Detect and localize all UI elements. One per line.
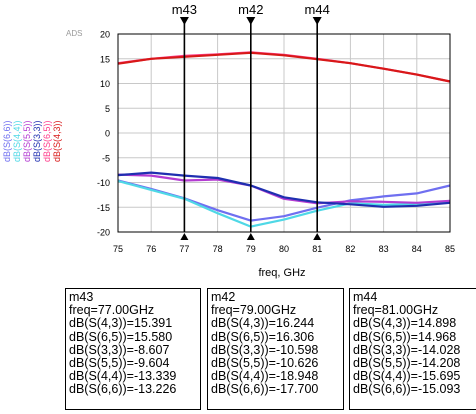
- x-tick-label: 81: [312, 244, 322, 254]
- legend-entry: dB(S(4,4)): [12, 120, 22, 162]
- marker-label: m43: [172, 2, 197, 17]
- marker-readout-name: m42: [211, 290, 236, 304]
- marker-readout-line: dB(S(6,5))=16.306: [211, 329, 315, 344]
- marker-readout-line: dB(S(6,6))=-15.093: [353, 382, 461, 397]
- marker-readout-line: dB(S(3,3))=-10.598: [211, 342, 319, 357]
- marker-readout-line: dB(S(3,3))=-8.607: [69, 342, 170, 357]
- x-axis-label: freq, GHz: [258, 267, 305, 279]
- x-tick-label: 83: [379, 244, 389, 254]
- marker-bottom-triangle: [313, 233, 322, 240]
- marker-readout-freq: freq=77.00GHz: [69, 303, 155, 318]
- marker-label: m42: [238, 2, 263, 17]
- marker-readout-m43: m43 freq=77.00GHz dB(S(4,3))=15.391 dB(S…: [65, 288, 201, 410]
- legend-entry: dB(S(6,6)): [2, 120, 12, 162]
- x-tick-label: 75: [113, 244, 123, 254]
- x-tick-label: 85: [445, 244, 455, 254]
- marker-top-triangle: [246, 17, 256, 25]
- x-tick-label: 77: [179, 244, 189, 254]
- y-tick-label: 15: [100, 54, 110, 64]
- marker-label: m44: [305, 2, 330, 17]
- marker-readout-line: dB(S(4,4))=-13.339: [69, 369, 177, 384]
- x-tick-label: 78: [213, 244, 223, 254]
- legend-entry: dB(S(4,3)): [52, 120, 62, 162]
- y-tick-label: 20: [100, 30, 110, 40]
- marker-readout-freq: freq=81.00GHz: [353, 303, 439, 318]
- legend: dB(S(6,6)) dB(S(4,4)) dB(S(5,5)) dB(S(3,3))…: [2, 120, 62, 162]
- s-parameter-chart: ADS m43 m42 m44 75 76 77 78 79 80 81 82 83 84 85 20 1…: [2, 2, 455, 279]
- series-lines: [117, 51, 451, 228]
- marker-top-triangle: [312, 17, 322, 25]
- marker-readout-freq: freq=79.00GHz: [211, 303, 297, 318]
- series-line: [117, 179, 451, 228]
- ads-watermark: ADS: [66, 29, 82, 38]
- marker-readout-m44: m44 freq=81.00GHz dB(S(4,3))=14.898 dB(S…: [349, 288, 476, 410]
- marker-top-triangle: [179, 17, 189, 25]
- marker-readout-name: m43: [69, 290, 94, 304]
- plot-frame: [117, 33, 451, 233]
- marker-readout-line: dB(S(5,5))=-9.604: [69, 355, 170, 370]
- y-tick-label: -5: [102, 153, 110, 163]
- marker-readout-line: dB(S(5,5))=-14.208: [353, 355, 461, 370]
- legend-entry: dB(S(6,5)): [42, 120, 52, 162]
- marker-readout-line: dB(S(4,4))=-18.948: [211, 369, 319, 384]
- x-tick-label: 80: [279, 244, 289, 254]
- marker-readout-line: dB(S(5,5))=-10.626: [211, 355, 319, 370]
- marker-readout-line: dB(S(4,3))=15.391: [69, 316, 173, 331]
- x-tick-label: 76: [146, 244, 156, 254]
- chart-markers: m43 m42 m44: [172, 2, 330, 240]
- y-tick-label: -15: [97, 203, 110, 213]
- marker-readout-line: dB(S(4,3))=16.244: [211, 316, 315, 331]
- x-tick-label: 82: [345, 244, 355, 254]
- x-tick-label: 79: [246, 244, 256, 254]
- x-tick-label: 84: [412, 244, 422, 254]
- marker-readout-name: m44: [353, 290, 378, 304]
- y-tick-label: 10: [100, 79, 110, 89]
- y-tick-label: 0: [105, 129, 110, 139]
- marker-readout-line: dB(S(6,6))=-13.226: [69, 382, 177, 397]
- marker-readout-line: dB(S(6,5))=14.968: [353, 329, 457, 344]
- marker-readout-line: dB(S(6,6))=-17.700: [211, 382, 319, 397]
- marker-readout-line: dB(S(4,4))=-15.695: [353, 369, 461, 384]
- marker-readout-line: dB(S(3,3))=-14.028: [353, 342, 461, 357]
- series-line: [117, 173, 451, 205]
- series-line: [117, 51, 451, 83]
- marker-bottom-triangle: [246, 233, 255, 240]
- y-tick-label: -10: [97, 178, 110, 188]
- y-tick-label: -20: [97, 228, 110, 238]
- marker-readout-line: dB(S(4,3))=14.898: [353, 316, 457, 331]
- legend-entry: dB(S(5,5)): [22, 120, 32, 162]
- marker-readout-line: dB(S(6,5))=15.580: [69, 329, 173, 344]
- marker-bottom-triangle: [180, 233, 189, 240]
- marker-readout-m42: m42 freq=79.00GHz dB(S(4,3))=16.244 dB(S…: [207, 288, 344, 410]
- legend-entry: dB(S(3,3)): [32, 120, 42, 162]
- series-line: [117, 171, 451, 208]
- x-tick-labels: 75 76 77 78 79 80 81 82 83 84 85: [113, 244, 455, 254]
- y-tick-labels: 20 15 10 5 0 -5 -10 -15 -20: [97, 30, 110, 238]
- y-tick-label: 5: [105, 104, 110, 114]
